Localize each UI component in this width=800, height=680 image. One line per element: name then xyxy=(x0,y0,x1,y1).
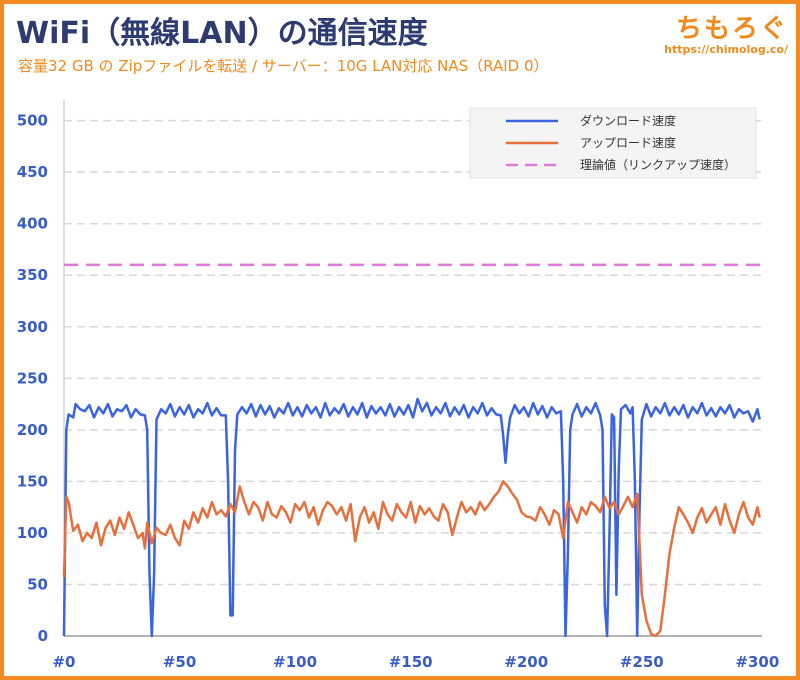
y-tick-label: 200 xyxy=(17,421,48,439)
x-tick-label: #200 xyxy=(504,653,548,671)
series-line-2 xyxy=(62,480,761,638)
brand-logo: ちもろぐ https://chimolog.co/ xyxy=(664,8,788,56)
y-tick-label: 250 xyxy=(17,369,48,387)
y-tick-label: 450 xyxy=(17,163,48,181)
y-tick-label: 400 xyxy=(17,215,48,233)
grid-lines xyxy=(63,100,762,637)
chart-subtitle: 容量32 GB の Zipファイルを転送 / サーバー：10G LAN対応 NA… xyxy=(18,57,549,75)
y-tick-label: 300 xyxy=(17,318,48,336)
y-tick-label: 150 xyxy=(17,472,48,490)
y-tick-label: 0 xyxy=(38,627,48,645)
x-tick-label: #50 xyxy=(163,653,196,671)
legend-label: 理論値（リンクアップ速度） xyxy=(580,157,736,172)
x-tick-label: #150 xyxy=(389,653,433,671)
brand-url: https://chimolog.co/ xyxy=(664,43,788,56)
legend-label: アップロード速度 xyxy=(580,135,676,150)
y-axis-ticks: 0 50 100 150 200 250 300 350 400 450 500 xyxy=(17,112,48,645)
legend-label: ダウンロード速度 xyxy=(580,113,676,128)
y-tick-label: 500 xyxy=(17,112,48,130)
x-tick-label: #100 xyxy=(273,653,317,671)
chart-title: WiFi（無線LAN）の通信速度 xyxy=(16,16,428,51)
series-lines xyxy=(62,263,762,638)
brand-name: ちもろぐ xyxy=(675,14,788,44)
y-tick-label: 350 xyxy=(17,266,48,284)
y-tick-label: 50 xyxy=(27,575,48,593)
series-line-1 xyxy=(62,397,761,638)
x-axis-ticks: #0 #50 #100 #150 #200 #250 #300 xyxy=(52,653,779,671)
y-tick-label: 100 xyxy=(17,524,48,542)
x-tick-label: #250 xyxy=(620,653,664,671)
x-tick-label: #0 xyxy=(52,653,75,671)
x-tick-label: #300 xyxy=(735,653,779,671)
